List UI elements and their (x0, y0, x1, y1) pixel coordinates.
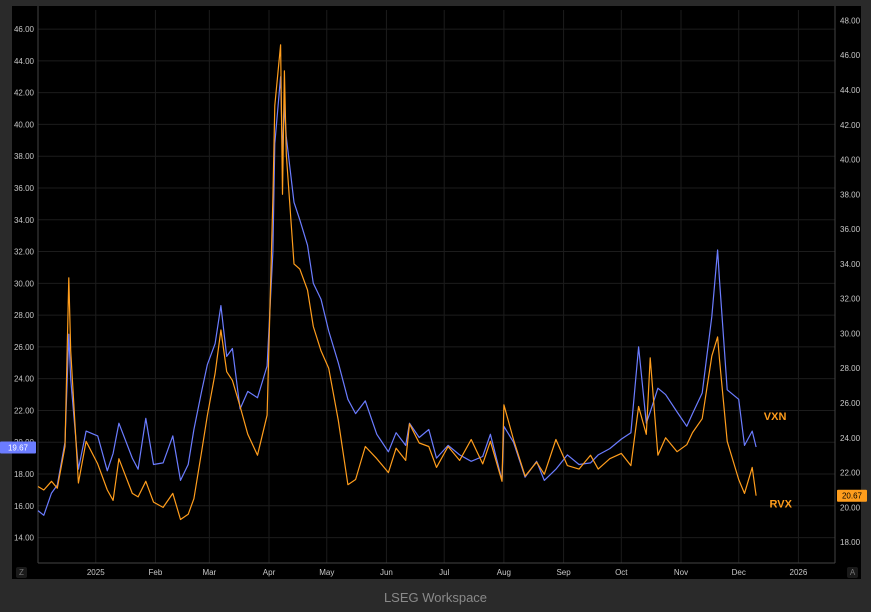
right-tick-label: 18.00 (840, 538, 861, 547)
right-tick-label: 34.00 (840, 260, 861, 269)
x-tick-label: Mar (202, 568, 216, 577)
right-tick-label: 30.00 (840, 329, 861, 338)
left-tick-label: 34.00 (14, 216, 35, 225)
x-tick-label: Sep (556, 568, 571, 577)
grid (38, 10, 835, 563)
label-layer: 19.67 20.67 VXN RVX (0, 411, 867, 510)
right-tick-label: 42.00 (840, 121, 861, 130)
left-tick-label: 14.00 (14, 534, 35, 543)
left-tick-label: 40.00 (14, 120, 35, 129)
x-tick-label: Jul (439, 568, 449, 577)
x-tick-label: Dec (732, 568, 746, 577)
plot-background (12, 6, 861, 579)
last-value-label-rvx: 20.67 (842, 492, 863, 501)
series-line-rvx (37, 44, 757, 521)
x-tick-label: May (319, 568, 334, 577)
x-tick-label: 2025 (87, 568, 105, 577)
x-tick-label: Oct (615, 568, 628, 577)
series-line-vxn (37, 76, 757, 516)
right-tick-label: 46.00 (840, 51, 861, 60)
x-tick-label: Nov (674, 568, 688, 577)
footer-brand: LSEG Workspace (383, 590, 488, 605)
left-tick-label: 18.00 (14, 470, 35, 479)
right-tick-label: 20.00 (840, 503, 861, 512)
x-tick-label: Apr (263, 568, 276, 577)
left-tick-label: 42.00 (14, 89, 35, 98)
x-tick-label: Feb (149, 568, 163, 577)
left-tick-label: 26.00 (14, 343, 35, 352)
last-value-badge-vxn (0, 441, 36, 454)
series-label-rvx: RVX (770, 498, 793, 510)
x-tick-label: 2026 (790, 568, 808, 577)
x-tick-label: Aug (497, 568, 511, 577)
left-tick-label: 28.00 (14, 311, 35, 320)
left-axis: 14.0016.0018.0020.0022.0024.0026.0028.00… (14, 6, 39, 563)
left-tick-label: 38.00 (14, 152, 35, 161)
corner-right-icon[interactable]: A (847, 567, 858, 578)
left-tick-label: 44.00 (14, 57, 35, 66)
right-tick-label: 32.00 (840, 295, 861, 304)
right-tick-label: 24.00 (840, 434, 861, 443)
x-tick-label: Jun (380, 568, 393, 577)
right-tick-label: 38.00 (840, 190, 861, 199)
left-tick-label: 36.00 (14, 184, 35, 193)
right-tick-label: 22.00 (840, 469, 861, 478)
right-tick-label: 48.00 (840, 16, 861, 25)
right-tick-label: 28.00 (840, 364, 861, 373)
x-axis: 2025 Feb Mar Apr May Jun Jul Aug Sep Oct Nov Dec 202… (38, 562, 835, 577)
left-tick-label: 46.00 (14, 25, 35, 34)
last-value-label-vxn: 19.67 (8, 443, 29, 452)
left-tick-label: 24.00 (14, 375, 35, 384)
corner-left-icon[interactable]: Z (16, 567, 27, 578)
right-axis: 18.00 20.00 22.00 24.00 26.00 28.00 30.00 32.00… (834, 6, 861, 563)
left-tick-label: 16.00 (14, 502, 35, 511)
left-tick-label: 30.00 (14, 279, 35, 288)
left-tick-label: 32.00 (14, 248, 35, 257)
right-tick-label: 40.00 (840, 156, 861, 165)
series-layer (37, 44, 757, 521)
right-tick-label: 44.00 (840, 86, 861, 95)
last-value-badge-rvx (837, 489, 867, 502)
right-tick-label: 26.00 (840, 399, 861, 408)
series-label-vxn: VXN (764, 411, 787, 423)
left-tick-label: 22.00 (14, 406, 35, 415)
right-tick-label: 36.00 (840, 225, 861, 234)
